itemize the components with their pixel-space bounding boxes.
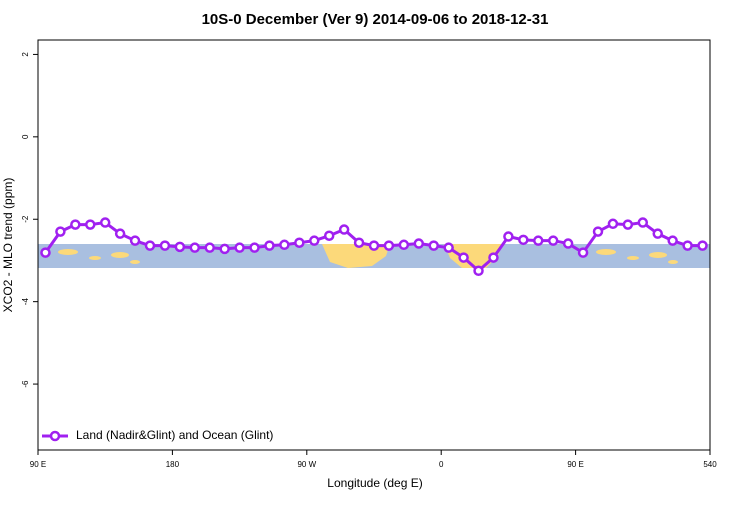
- legend-marker: [49, 430, 61, 442]
- chart-title: 10S-0 December (Ver 9) 2014-09-06 to 201…: [202, 11, 549, 28]
- x-tick-label: 90 E: [30, 460, 46, 469]
- point: [458, 252, 469, 263]
- plot-frame: [37, 39, 711, 451]
- point: [353, 237, 365, 248]
- point: [473, 265, 484, 277]
- point: [114, 228, 126, 239]
- x-tick-label: 540: [703, 460, 717, 469]
- point: [592, 226, 604, 237]
- point: [309, 235, 320, 246]
- point: [99, 217, 111, 228]
- point: [443, 242, 454, 253]
- point: [294, 237, 305, 248]
- x-tick-label: 90 E: [567, 460, 583, 469]
- point: [144, 240, 156, 251]
- point: [204, 242, 215, 253]
- point: [488, 252, 499, 263]
- y-axis-label: XCO2 - MLO trend (ppm): [1, 178, 15, 313]
- point: [607, 218, 619, 230]
- point: [503, 231, 514, 242]
- point: [55, 226, 66, 237]
- y-tick-label: 0: [21, 134, 30, 139]
- point: [85, 219, 96, 230]
- point: [667, 235, 678, 246]
- point: [413, 238, 425, 249]
- point: [577, 247, 589, 258]
- point: [398, 239, 410, 251]
- point: [652, 228, 663, 239]
- point: [697, 240, 708, 251]
- x-tick-label: 90 W: [297, 460, 316, 469]
- point: [279, 239, 290, 251]
- x-tick-label: 0: [439, 460, 444, 469]
- point: [338, 224, 350, 235]
- point: [264, 240, 275, 251]
- legend-label: Land (Nadir&Glint) and Ocean (Glint): [76, 428, 273, 442]
- point: [562, 238, 574, 249]
- point: [70, 219, 81, 230]
- point: [368, 240, 380, 251]
- point: [637, 217, 649, 228]
- point: [249, 242, 260, 253]
- point: [40, 247, 51, 258]
- x-axis-label: Longitude (deg E): [327, 476, 422, 490]
- point: [533, 235, 544, 246]
- point: [518, 234, 529, 246]
- point: [323, 230, 335, 241]
- y-tick-label: -4: [21, 298, 30, 306]
- point: [428, 240, 439, 251]
- y-tick-label: 2: [21, 52, 30, 57]
- y-tick-label: -2: [21, 215, 30, 223]
- point: [219, 243, 230, 255]
- point: [129, 235, 141, 246]
- point: [189, 242, 201, 253]
- point: [234, 242, 245, 253]
- y-tick-label: -6: [21, 380, 30, 388]
- point: [682, 240, 693, 251]
- point: [159, 240, 171, 251]
- point: [174, 241, 186, 253]
- x-tick-label: 180: [166, 460, 180, 469]
- point: [383, 240, 395, 251]
- point: [547, 235, 559, 246]
- point: [622, 219, 634, 230]
